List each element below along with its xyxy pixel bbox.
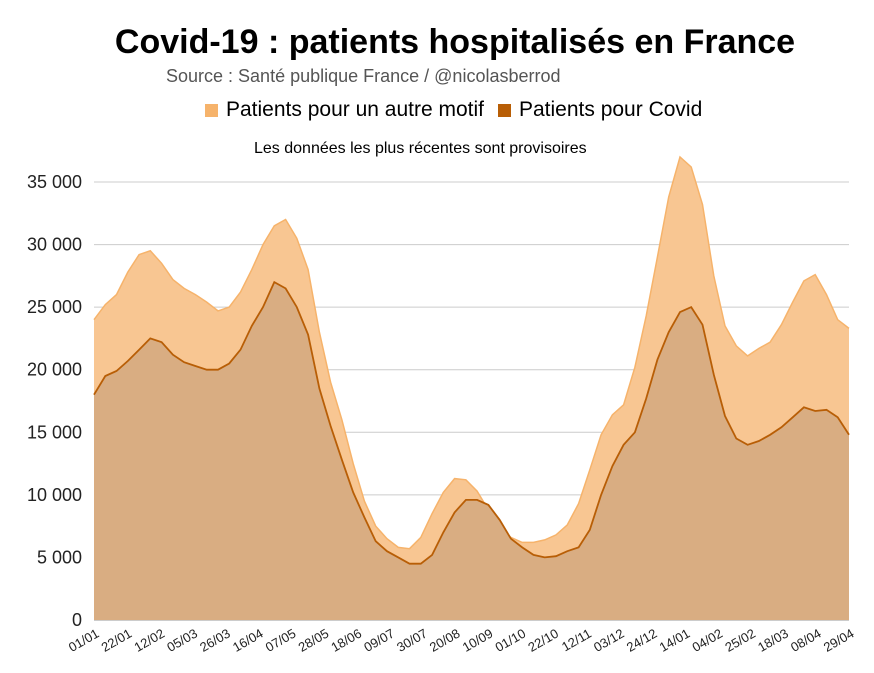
legend-item-other: Patients pour un autre motif xyxy=(205,98,484,122)
y-tick-label: 10 000 xyxy=(27,485,82,505)
series-covid-area xyxy=(94,282,849,620)
x-tick-label: 18/03 xyxy=(755,626,791,655)
legend-item-covid: Patients pour Covid xyxy=(497,98,703,122)
chart-source: Source : Santé publique France / @nicola… xyxy=(166,66,561,86)
y-tick-label: 15 000 xyxy=(27,422,82,442)
x-tick-label: 20/08 xyxy=(427,626,463,655)
x-tick-label: 26/03 xyxy=(197,626,233,655)
y-tick-label: 0 xyxy=(72,610,82,630)
legend-swatch-other xyxy=(205,103,218,117)
series-covid-line xyxy=(93,280,850,565)
x-tick-label: 30/07 xyxy=(394,626,430,655)
x-tick-label: 10/09 xyxy=(460,626,496,655)
x-tick-label: 12/11 xyxy=(559,626,594,655)
x-tick-label: 16/04 xyxy=(230,626,266,655)
x-tick-label: 07/05 xyxy=(263,626,299,655)
x-tick-label: 05/03 xyxy=(164,626,200,655)
x-tick-label: 09/07 xyxy=(361,626,397,655)
y-tick-label: 30 000 xyxy=(27,235,82,255)
legend: Patients pour un autre motif Patients po… xyxy=(205,98,716,122)
y-tick-label: 5 000 xyxy=(37,547,82,567)
x-tick-label: 29/04 xyxy=(821,626,857,655)
y-tick-label: 35 000 xyxy=(27,172,82,192)
x-tick-label: 08/04 xyxy=(788,626,824,655)
y-tick-label: 20 000 xyxy=(27,360,82,380)
x-tick-label: 24/12 xyxy=(624,626,660,655)
x-tick-label: 14/01 xyxy=(657,626,693,655)
x-tick-label: 22/01 xyxy=(99,626,135,655)
x-tick-label: 22/10 xyxy=(525,626,561,655)
y-tick-label: 25 000 xyxy=(27,297,82,317)
x-tick-label: 25/02 xyxy=(722,626,758,655)
chart-note: Les données les plus récentes sont provi… xyxy=(254,140,587,157)
chart-title: Covid-19 : patients hospitalisés en Fran… xyxy=(114,23,796,61)
legend-label-other: Patients pour un autre motif xyxy=(226,98,484,121)
x-tick-label: 03/12 xyxy=(591,626,627,655)
x-tick-label: 04/02 xyxy=(690,626,726,655)
legend-swatch-covid xyxy=(497,103,511,117)
legend-label-covid: Patients pour Covid xyxy=(518,98,703,121)
x-tick-label: 12/02 xyxy=(131,626,167,655)
series-other-line xyxy=(93,155,850,550)
x-tick-label: 18/06 xyxy=(328,626,364,655)
x-tick-label: 01/10 xyxy=(493,626,529,655)
x-tick-label: 28/05 xyxy=(296,626,332,655)
